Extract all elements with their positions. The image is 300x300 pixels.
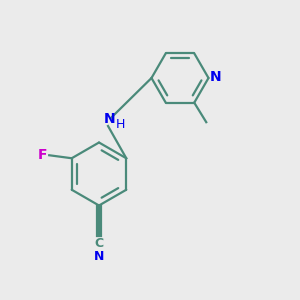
- Text: F: F: [38, 148, 47, 162]
- Text: C: C: [94, 237, 103, 250]
- Text: H: H: [116, 118, 126, 131]
- Text: N: N: [94, 250, 104, 263]
- Text: N: N: [104, 112, 115, 126]
- Text: N: N: [209, 70, 221, 84]
